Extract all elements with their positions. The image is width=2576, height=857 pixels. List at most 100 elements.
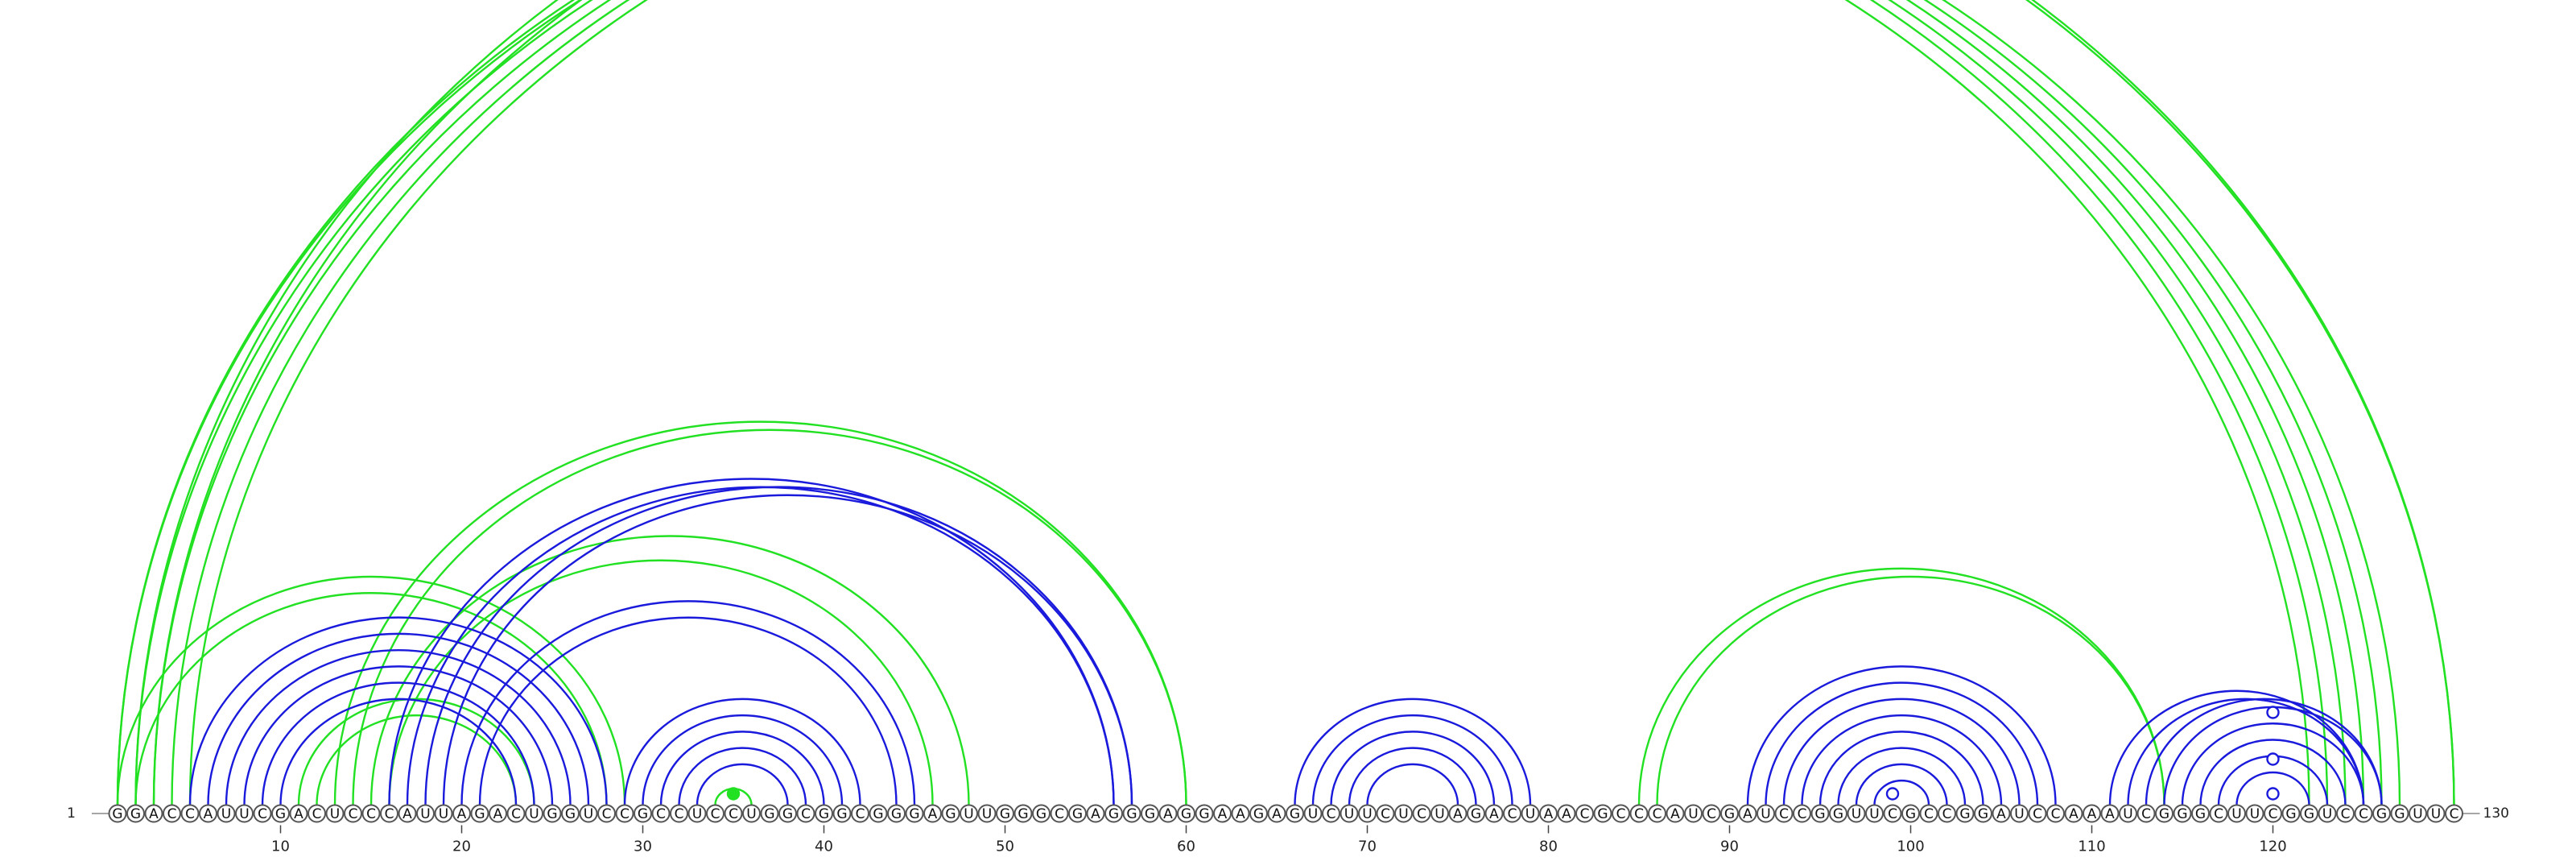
nucleotide-letter: A	[1236, 806, 1245, 822]
nucleotide-circle	[2083, 804, 2101, 823]
nucleotide: U	[2318, 804, 2337, 823]
nucleotide-letter: G	[2177, 806, 2187, 822]
blue-arc	[406, 486, 1115, 805]
nucleotide: G	[108, 804, 127, 823]
nucleotide-circle	[2046, 804, 2065, 823]
nucleotide-circle	[1195, 804, 1214, 823]
nucleotide-circle	[126, 804, 145, 823]
nucleotide-letter: U	[1435, 806, 1444, 822]
nucleotide: U	[742, 804, 761, 823]
nucleotide-circle	[1122, 804, 1141, 823]
nucleotide: C	[2445, 804, 2463, 823]
nucleotide-letter: C	[1653, 806, 1662, 822]
nucleotide: G	[2191, 804, 2210, 823]
blue-arc	[388, 478, 1115, 805]
blue-arc	[424, 486, 1133, 805]
nucleotide-circle	[1358, 804, 1377, 823]
nucleotide-circle	[289, 804, 308, 823]
position-axis: 10 20 30 40 50 60 70 80 90 100 110 120	[271, 825, 2287, 855]
nucleotide: A	[2064, 804, 2083, 823]
nucleotide: C	[1376, 804, 1395, 823]
nucleotide-letter: A	[1163, 806, 1173, 822]
nucleotide: G	[634, 804, 652, 823]
nucleotide: U	[416, 804, 435, 823]
nucleotide-letter: G	[1108, 806, 1119, 822]
nucleotide-letter: G	[909, 806, 919, 822]
nucleotide-letter: A	[1489, 806, 1499, 822]
blue-arc	[478, 616, 898, 805]
nucleotide-circle	[1883, 804, 1902, 823]
blue-arc	[696, 763, 789, 805]
nucleotide-circle	[2245, 804, 2264, 823]
nucleotide-letter: G	[2285, 806, 2296, 822]
nucleotide-circle	[380, 804, 398, 823]
nucleotide-letter: U	[1688, 806, 1698, 822]
nucleotide-circle	[742, 804, 761, 823]
nucleotide-letter: C	[1707, 806, 1716, 822]
axis-tick-label: 110	[2078, 838, 2105, 855]
nucleotide: A	[1448, 804, 1468, 823]
blue-arc	[1366, 763, 1459, 805]
nucleotide-circle	[1793, 804, 1811, 823]
nucleotide: G	[1141, 804, 1159, 823]
nucleotide-letter: G	[2376, 806, 2387, 822]
nucleotide: C	[2264, 804, 2282, 823]
nucleotide: G	[996, 804, 1014, 823]
nucleotide-circle	[2264, 804, 2282, 823]
nucleotide: A	[1992, 804, 2011, 823]
nucleotide-letter: C	[366, 806, 376, 822]
axis-tick-label: 90	[1720, 838, 1739, 855]
blue-arc	[243, 665, 554, 805]
nucleotide: C	[1702, 804, 1721, 823]
nucleotide-letter: G	[836, 806, 847, 822]
blue-arc	[207, 632, 590, 805]
nucleotide: C	[180, 804, 200, 823]
blue-arc	[1746, 665, 2057, 805]
nucleotide-circle	[398, 804, 417, 823]
nucleotide: C	[724, 804, 743, 823]
nucleotide-letter: C	[711, 806, 720, 822]
nucleotide: G	[1829, 804, 1847, 823]
nucleotide-letter: U	[1398, 806, 1408, 822]
blue-arc	[1818, 731, 1984, 805]
nucleotide: C	[2046, 804, 2065, 823]
nucleotide-circle	[597, 804, 616, 823]
nucleotide-circle	[1955, 804, 1975, 823]
nucleotide-circle	[1974, 804, 1992, 823]
nucleotide-circle	[815, 804, 833, 823]
nucleotide-letter: G	[1833, 806, 1843, 822]
blue-arc	[1837, 747, 1967, 805]
nucleotide-circle	[1141, 804, 1159, 823]
green-arc	[316, 714, 518, 805]
nucleotide-letter: A	[294, 806, 303, 822]
nucleotide: G	[1104, 804, 1123, 823]
green-arc	[116, 575, 626, 805]
nucleotide: G	[1195, 804, 1214, 823]
blue-arc	[279, 698, 518, 805]
nucleotide-letter: C	[2450, 806, 2459, 822]
nucleotide: C	[1575, 804, 1594, 823]
nucleotide-circle	[1467, 804, 1485, 823]
nucleotide-letter: A	[149, 806, 159, 822]
nucleotide: A	[398, 804, 417, 823]
nucleotide: U	[1394, 804, 1413, 823]
nucleotide: G	[561, 804, 580, 823]
nucleotide-letter: U	[982, 806, 992, 822]
nucleotide-letter: U	[2014, 806, 2024, 822]
nucleotide-letter: C	[1616, 806, 1626, 822]
arc-markers	[726, 706, 2280, 801]
nucleotide-circle	[1303, 804, 1323, 823]
nucleotide: A	[489, 804, 507, 823]
nucleotide-letter: C	[620, 806, 630, 822]
nucleotide-letter: G	[1814, 806, 1825, 822]
nucleotide: U	[2245, 804, 2264, 823]
blue-arc	[460, 600, 916, 805]
nucleotide-circle	[1267, 804, 1286, 823]
blue-arc	[1765, 681, 2039, 805]
nucleotide-letter: A	[1996, 806, 2006, 822]
axis-tick-label: 70	[1358, 838, 1377, 855]
blue-arc	[188, 616, 608, 805]
green-arc	[171, 0, 2383, 805]
nucleotide: G	[2372, 804, 2391, 823]
